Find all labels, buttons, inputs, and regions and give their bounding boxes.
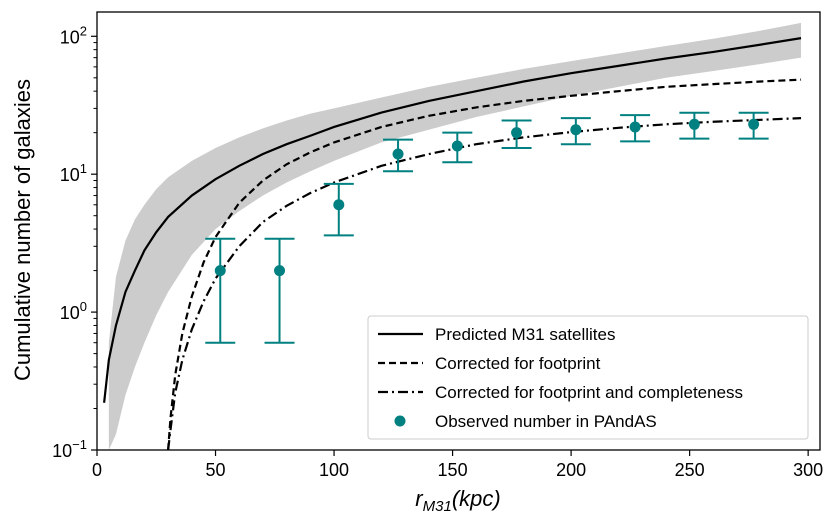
observed-marker [392,148,404,160]
y-tick-exponent: 1 [80,161,87,176]
x-axis-title-unit: (kpc) [452,486,501,511]
observed-point-1 [205,237,236,344]
y-tick-base: 10 [60,27,80,47]
observed-marker [748,118,760,130]
observed-point-8 [620,114,651,143]
observed-point-3 [323,182,354,237]
observed-point-9 [679,111,710,140]
observed-point-7 [560,117,591,146]
legend-item-2: Corrected for footprint [378,354,601,373]
y-tick-label: 101 [60,161,87,185]
predicted-range-band [108,22,802,450]
x-axis-title-subscript: M31 [423,498,452,515]
legend-label: Predicted M31 satellites [435,325,615,344]
plot-area [103,22,802,450]
footprint-corrected-line [167,78,802,450]
legend-label: Corrected for footprint [435,354,601,373]
x-tick-label-150: 150 [438,460,468,480]
y-tick-base: 10 [60,165,80,185]
x-axis-title-main: r [415,486,424,511]
x-tick-label-0: 0 [92,460,102,480]
observed-marker [570,124,582,136]
x-tick-label-250: 250 [675,460,705,480]
y-tick-label: 10−1 [52,437,87,461]
y-tick-label: 100 [60,299,87,323]
x-tick-label-50: 50 [206,460,226,480]
observed-marker [511,127,523,139]
legend-item-4: Observed number in PAndAS [394,412,657,431]
observed-marker [451,140,463,152]
y-tick-label: 102 [60,23,87,47]
observed-point-5 [442,131,473,164]
y-tick-base: 10 [60,303,80,323]
observed-marker [333,199,345,211]
plot-frame [96,11,821,451]
legend-box [367,315,809,440]
y-tick-exponent: 0 [80,299,87,314]
y-axis-title: Cumulative number of galaxies [10,79,35,381]
y-tick-exponent: 2 [80,23,87,38]
completeness-corrected-line [167,117,802,450]
y-tick-base: 10 [52,441,72,461]
observed-marker [688,118,700,130]
observed-marker [274,265,286,277]
legend-marker [394,415,406,427]
y-tick-exponent: −1 [72,437,87,452]
legend-item-3: Corrected for footprint and completeness [378,383,743,402]
legend-label: Corrected for footprint and completeness [435,383,743,402]
observed-marker [629,121,641,133]
legend-label: Observed number in PAndAS [435,412,657,431]
x-tick-label-100: 100 [319,460,349,480]
observed-point-2 [264,237,295,344]
x-tick-label-300: 300 [793,460,823,480]
x-tick-label-200: 200 [556,460,586,480]
observed-point-6 [501,119,532,149]
predicted-satellites-line [103,37,802,403]
observed-point-10 [738,111,769,140]
legend: Predicted M31 satellites Corrected for fo… [367,315,809,440]
x-axis-title: rM31(kpc) [415,486,500,515]
observed-marker [214,265,226,277]
legend-item-1: Predicted M31 satellites [378,325,615,344]
observed-point-4 [383,138,414,173]
